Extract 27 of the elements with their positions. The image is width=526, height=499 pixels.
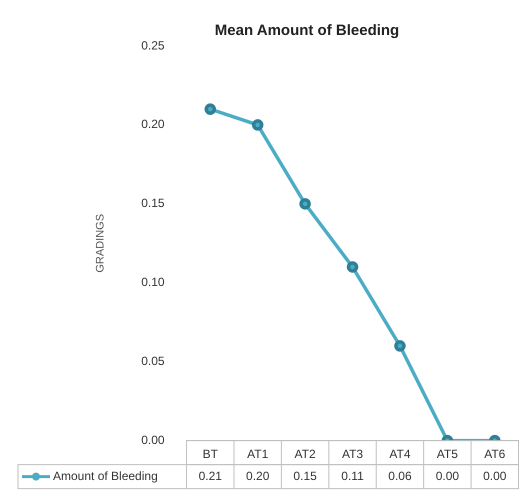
text: 0.00 xyxy=(436,468,460,483)
text: 0.00 xyxy=(483,468,506,483)
text: 0.11 xyxy=(341,468,364,483)
text: 0.20 xyxy=(246,468,270,483)
point xyxy=(252,119,264,131)
point xyxy=(299,198,311,210)
x-tick-label: AT3 xyxy=(342,447,364,462)
legend-label: Amount of Bleeding xyxy=(53,468,158,483)
chart-title: Mean Amount of Bleeding xyxy=(214,22,400,40)
y-tick-label: 0.20 xyxy=(141,117,165,132)
y-tick-label: 0.00 xyxy=(141,432,165,447)
y-tick-label: 0.25 xyxy=(141,38,165,52)
y-tick-label: 0.10 xyxy=(141,275,165,290)
y-axis-title: GRADINGS xyxy=(94,214,107,273)
point xyxy=(346,261,358,273)
x-tick-label: AT5 xyxy=(436,447,458,462)
point xyxy=(204,103,216,115)
x-tick-label: AT6 xyxy=(484,447,506,462)
y-tick-label: 0.05 xyxy=(141,354,165,368)
text: 0.15 xyxy=(293,468,317,483)
text: 0.06 xyxy=(388,468,412,483)
x-tick-label: AT1 xyxy=(247,447,269,462)
y-tick-label: 0.15 xyxy=(141,196,165,210)
x-tick-label: AT2 xyxy=(294,447,316,462)
x-tick-label: BT xyxy=(202,447,219,462)
text: 0.21 xyxy=(198,468,222,483)
x-tick-label: AT4 xyxy=(389,447,411,462)
